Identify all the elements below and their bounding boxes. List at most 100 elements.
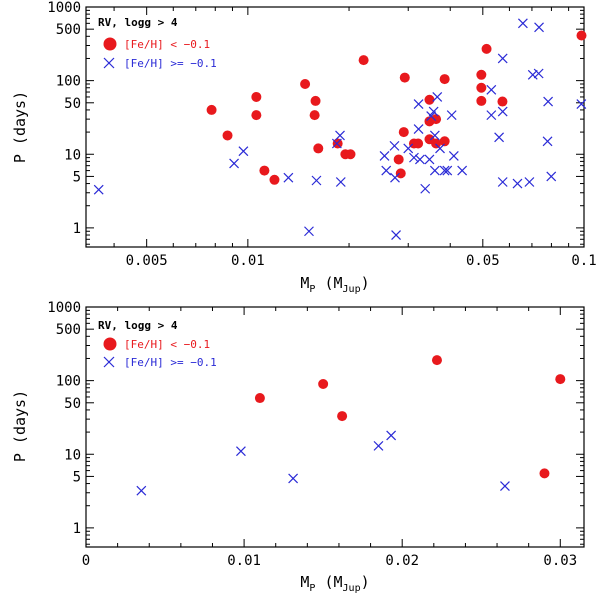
data-point <box>524 177 535 187</box>
data-point <box>431 355 442 366</box>
data-point <box>345 149 356 160</box>
x-axis-label: MP (MJup) <box>300 274 369 295</box>
data-point <box>251 110 262 121</box>
data-point <box>497 177 508 187</box>
data-point <box>313 143 324 154</box>
data-point <box>497 106 508 117</box>
panel-bottom: 0 0.01 0.02 0.03 1 5 10 50 100 500 1000 RV, logg … <box>11 300 585 594</box>
legend-marker-circle <box>103 37 117 51</box>
data-point <box>426 111 437 122</box>
data-point <box>476 82 487 93</box>
legend-marker-x <box>103 356 115 368</box>
data-point <box>424 94 435 105</box>
legend-title: RV, logg > 4 <box>98 16 178 29</box>
x-tick-label: 0 <box>82 553 90 569</box>
data-point <box>373 440 384 451</box>
data-point <box>251 91 262 102</box>
data-point <box>331 138 342 149</box>
data-point <box>337 411 348 422</box>
data-point <box>420 183 431 194</box>
data-point <box>497 53 508 64</box>
x-tick-labels: 0 0.01 0.02 0.03 <box>82 553 577 569</box>
data-point <box>358 55 369 66</box>
data-point <box>403 143 414 154</box>
data-point <box>206 104 217 115</box>
y-tick-label: 10 <box>64 147 81 163</box>
x-tick-label: 0.05 <box>466 253 500 269</box>
data-point <box>576 30 587 41</box>
legend: RV, logg > 4 [Fe/H] < −0.1 [Fe/H] >= −0.… <box>98 319 217 369</box>
data-point <box>413 99 424 110</box>
legend-label: [Fe/H] >= −0.1 <box>124 57 217 70</box>
axis-ticks <box>86 6 585 247</box>
x-axis-label: MP (MJup) <box>300 573 369 594</box>
y-tick-label: 50 <box>64 396 81 412</box>
data-point <box>269 174 280 185</box>
x-tick-label: 0.03 <box>543 553 577 569</box>
data-point <box>512 178 523 189</box>
x-tick-label: 0.1 <box>571 253 596 269</box>
y-tick-labels: 1 5 10 50 100 500 1000 <box>47 0 81 237</box>
data-point <box>527 69 538 80</box>
x-tick-label: 0.01 <box>227 553 261 569</box>
data-point <box>222 130 233 141</box>
data-point <box>428 106 439 117</box>
data-point <box>429 130 440 141</box>
data-point <box>413 138 424 149</box>
plot-frame <box>85 306 585 548</box>
data-point <box>555 374 566 385</box>
data-point <box>534 22 544 33</box>
data-point <box>300 78 311 89</box>
x-tick-label: 0.005 <box>126 253 168 269</box>
data-point <box>431 138 442 149</box>
data-point <box>429 165 440 176</box>
data-point <box>431 114 442 125</box>
legend-label: [Fe/H] < −0.1 <box>124 38 210 51</box>
y-tick-label: 100 <box>56 74 81 90</box>
data-point <box>424 154 435 165</box>
y-tick-label: 100 <box>56 374 81 390</box>
data-points <box>93 18 587 240</box>
data-point <box>309 110 320 121</box>
data-point <box>395 168 406 179</box>
y-tick-label: 5 <box>73 169 81 185</box>
data-point <box>446 110 457 121</box>
x-tick-label: 0.02 <box>385 553 419 569</box>
data-point <box>283 172 294 183</box>
legend-title: RV, logg > 4 <box>98 319 178 332</box>
data-point <box>439 74 450 85</box>
y-axis-label: P (days) <box>11 91 29 163</box>
data-point <box>335 177 346 187</box>
data-point <box>442 165 453 176</box>
data-point <box>543 96 554 107</box>
data-point <box>390 172 400 183</box>
y-tick-label: 1000 <box>47 0 81 16</box>
y-tick-label: 1 <box>73 521 81 537</box>
data-point <box>476 95 487 106</box>
panel-top: 0.005 0.01 0.05 0.1 1 5 10 50 100 500 1000 RV, lo… <box>11 0 597 295</box>
data-point <box>448 150 459 161</box>
data-point <box>288 473 299 484</box>
data-point <box>576 99 587 110</box>
data-point <box>542 136 553 147</box>
data-point <box>476 69 487 80</box>
y-tick-label: 5 <box>73 469 81 485</box>
data-point <box>238 146 249 157</box>
data-point <box>398 127 409 138</box>
data-point <box>259 165 270 176</box>
data-point <box>500 481 510 491</box>
y-tick-label: 1000 <box>47 300 81 316</box>
data-point <box>399 72 410 83</box>
y-tick-label: 50 <box>64 96 81 112</box>
data-point <box>389 140 400 151</box>
data-point <box>311 175 322 186</box>
legend-marker-circle <box>103 337 117 351</box>
data-point <box>497 96 508 107</box>
data-point <box>414 154 425 165</box>
data-point <box>517 18 528 29</box>
data-point <box>381 165 392 176</box>
y-axis-label: P (days) <box>11 390 29 462</box>
data-point <box>494 132 505 143</box>
data-point <box>457 165 468 176</box>
data-point <box>136 485 147 496</box>
